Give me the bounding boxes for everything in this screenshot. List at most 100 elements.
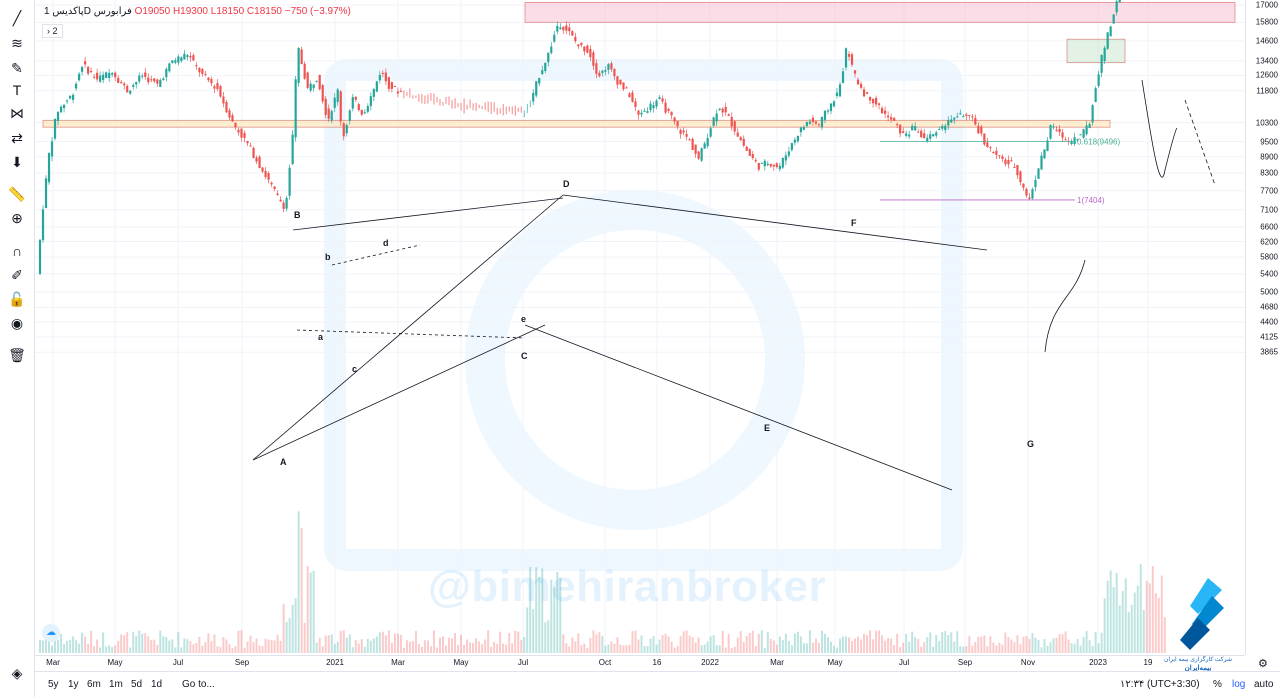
volume-bar <box>1133 592 1136 653</box>
candle-body <box>351 97 354 109</box>
volume-bar <box>177 631 180 653</box>
candle-body <box>162 78 165 80</box>
candle-body <box>102 74 105 81</box>
trash-icon[interactable]: 🗑 <box>8 346 26 363</box>
zoom-icon[interactable]: ⊕ <box>11 209 23 226</box>
volume-bar <box>508 633 511 653</box>
time-axis[interactable]: Mar May Jul Sep 2021 Mar May Jul Oct 16 2022 Mar May… <box>35 655 1245 670</box>
auto-toggle[interactable]: auto <box>1254 679 1274 690</box>
candle-body <box>902 131 905 133</box>
settings-gear-icon[interactable]: ⚙ <box>1258 658 1268 670</box>
cloud-icon[interactable]: ☁ <box>42 624 60 642</box>
volume-bar <box>736 637 739 653</box>
volume-bar <box>475 638 478 653</box>
volume-bar <box>586 647 589 653</box>
candle-body <box>724 106 727 113</box>
symbol-legend: پاکدیس 1D فرابورس O19050 H19300 L18150 C… <box>44 6 351 17</box>
volume-bar <box>1106 580 1109 653</box>
candle-body <box>47 152 51 183</box>
pattern-icon[interactable]: ⋈ <box>10 104 24 121</box>
time-tick-label: Jul <box>898 658 910 667</box>
time-tick-label: 19 <box>1143 658 1153 667</box>
candle-body <box>216 83 219 90</box>
ruler-icon[interactable]: 📏 <box>8 185 26 202</box>
range-6m-button[interactable]: 6m <box>87 679 101 690</box>
volume-bar <box>1109 570 1112 653</box>
candle-body <box>739 137 742 141</box>
price-tick-label: 14600 <box>1255 36 1278 46</box>
candle-body <box>378 74 381 81</box>
candle-body <box>132 84 135 87</box>
goto-button[interactable]: Go to... <box>182 679 215 690</box>
timezone-label[interactable]: ۱۲:۳۴ (UTC+3:30) <box>1120 679 1200 690</box>
price-tick-label: 11800 <box>1256 86 1278 96</box>
lock-icon[interactable]: 🔓 <box>8 290 26 307</box>
volume-bar <box>234 646 237 653</box>
magnet-icon[interactable]: ∩ <box>11 243 23 259</box>
volume-bar <box>1100 632 1103 653</box>
candle-body <box>105 72 108 79</box>
candle-body <box>571 31 574 36</box>
volume-bar <box>739 631 742 653</box>
indicators-toggle-button[interactable]: › 2 <box>42 24 63 38</box>
text-icon[interactable]: T <box>12 82 22 98</box>
trend-line <box>252 324 546 461</box>
volume-bar <box>159 630 162 653</box>
volume-bar <box>851 641 854 653</box>
arrow-down-icon[interactable]: ⬇ <box>11 153 23 170</box>
volume-bar <box>929 632 932 653</box>
volume-bar <box>923 641 926 653</box>
volume-bar <box>405 640 408 653</box>
candle-body <box>625 87 628 89</box>
range-5y-button[interactable]: 5y <box>48 679 59 690</box>
volume-bar <box>778 636 781 653</box>
candle-body <box>595 63 598 74</box>
range-1m-button[interactable]: 1m <box>109 679 123 690</box>
candle-body <box>243 132 246 138</box>
candle-body <box>805 122 809 126</box>
fib-icon[interactable]: ≋ <box>11 34 23 51</box>
volume-bar <box>607 644 610 653</box>
candle-body <box>288 167 291 196</box>
eye-icon[interactable]: ◉ <box>10 314 24 331</box>
volume-bar <box>896 633 899 653</box>
wave-label: F <box>851 218 857 228</box>
volume-bar <box>114 645 117 653</box>
candle-body <box>213 86 216 89</box>
layers-icon[interactable]: ◈ <box>11 664 23 681</box>
brush-icon[interactable]: ✎ <box>11 59 23 76</box>
candle-body <box>868 96 872 101</box>
volume-bar <box>180 647 183 653</box>
candle-body <box>1070 141 1073 145</box>
trendline-icon[interactable]: ╱ <box>12 9 22 26</box>
price-tick-label: 7700 <box>1260 186 1278 196</box>
lock-draw-icon[interactable]: ✐ <box>11 266 23 283</box>
volume-bar <box>781 640 784 653</box>
candle-body <box>965 114 968 116</box>
candle-body <box>959 113 962 115</box>
log-toggle[interactable]: log <box>1232 679 1246 690</box>
candle-body <box>856 79 860 85</box>
volume-bar <box>583 643 586 653</box>
candle-body <box>156 79 159 84</box>
price-axis[interactable]: 3000028000260002400022000200001850017000… <box>1245 0 1280 655</box>
interval-label[interactable]: 1D <box>44 6 91 17</box>
volume-bar <box>472 642 475 653</box>
range-1d-button[interactable]: 1d <box>151 679 163 690</box>
time-tick-label: Mar <box>391 658 405 667</box>
volume-bar <box>270 640 273 653</box>
forecast-icon[interactable]: ⇄ <box>11 129 23 146</box>
range-1y-button[interactable]: 1y <box>68 679 79 690</box>
candle-body <box>790 143 793 151</box>
volume-bar <box>917 639 920 653</box>
price-tick-label: 5400 <box>1260 269 1278 279</box>
range-5d-button[interactable]: 5d <box>131 679 143 690</box>
volume-bar <box>63 643 66 653</box>
volume-bar <box>219 647 222 653</box>
candle-body <box>670 111 673 116</box>
volume-bar <box>709 636 712 653</box>
price-chart[interactable]: 0.618(9496) 1(7404) A B C D E F Ga b c d e <box>35 0 1245 655</box>
percent-toggle[interactable]: % <box>1213 679 1222 690</box>
volume-bar <box>661 635 664 653</box>
